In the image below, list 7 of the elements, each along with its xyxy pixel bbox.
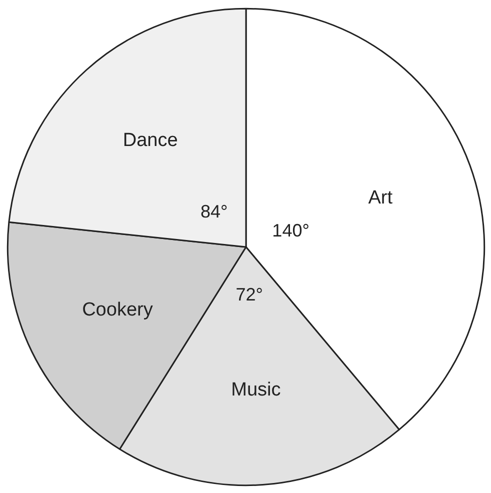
data-label: 84° <box>200 201 228 222</box>
slice-label: Dance <box>122 130 178 151</box>
slice-label: Music <box>231 380 281 401</box>
data-label: 72° <box>236 284 263 305</box>
slice-label: Art <box>368 187 394 208</box>
data-label: 140° <box>272 220 310 241</box>
slice-label: Cookery <box>82 299 154 320</box>
